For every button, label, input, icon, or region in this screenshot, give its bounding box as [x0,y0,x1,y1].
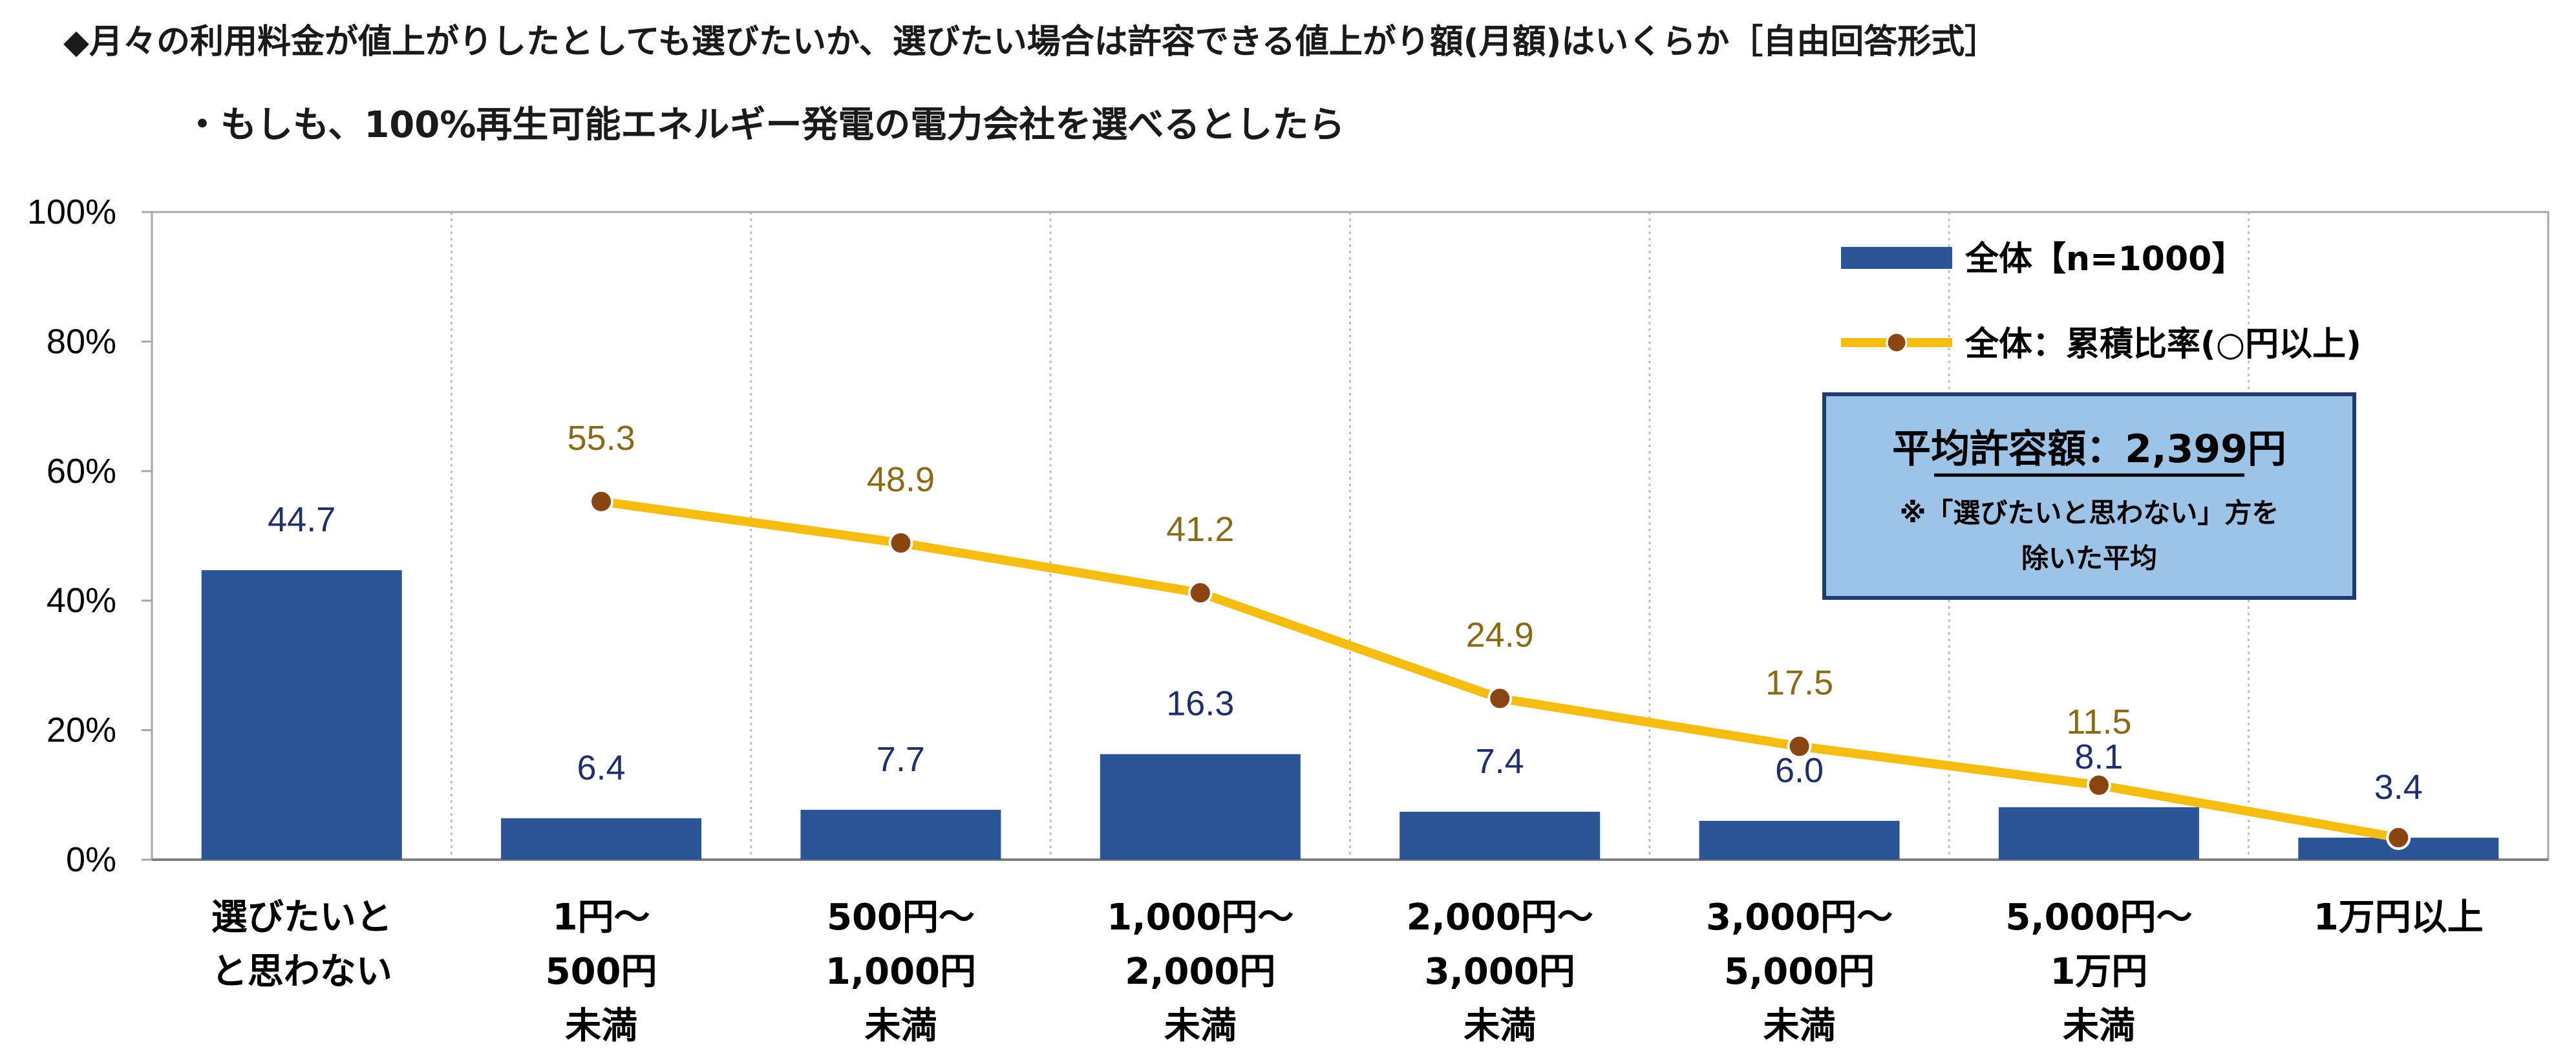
bar-value-label: 7.7 [877,740,925,779]
line-point [1187,580,1213,606]
category-label: 選びたいと [211,897,392,939]
bar-value-label: 3.4 [2374,768,2423,807]
bar-value-label: 16.3 [1166,685,1234,723]
category-labels: 選びたいとと思わない1円～500円未満500円～1,000円未満1,000円～2… [211,897,2484,1047]
category-label: 1万円以上 [2314,897,2484,939]
bar [1998,807,2199,860]
category-label: 未満 [1164,1005,1237,1047]
bar-value-label: 44.7 [268,500,335,539]
line-value-label: 24.9 [1466,616,1534,655]
bar [1699,820,1900,860]
bar-value-label: 6.0 [1775,751,1824,790]
y-tick-label: 0% [66,840,116,879]
category-label: 3,000円～ [1706,897,1893,939]
category-label: 未満 [1763,1005,1836,1047]
bar-value-label: 6.4 [577,748,626,787]
legend: 全体【n=1000】全体：累積比率(○円以上) [1841,240,2361,364]
chart-subheading: ・もしも、100%再生可能エネルギー発電の電力会社を選べるとしたら [184,104,1345,146]
category-label: 2,000円～ [1407,897,1593,939]
average-box [1822,392,2356,600]
line-value-label: 17.5 [1765,664,1833,703]
category-label: 5,000円～ [2005,897,2192,939]
average-note: 除いた平均 [2021,542,2157,574]
category-label: 1円～ [553,897,650,939]
bar-series [201,570,2499,860]
legend-line-marker [1886,332,1908,354]
category-label: 1万円 [2050,951,2147,993]
average-title: 平均許容額：2,399円 [1892,427,2286,472]
legend-line-label: 全体：累積比率(○円以上) [1964,325,2361,364]
line-value-label: 48.9 [867,460,935,499]
bar [501,818,702,860]
category-label: 500円 [546,951,657,993]
y-tick-label: 100% [27,193,116,231]
category-label: 1,000円 [825,951,976,993]
bar [1400,811,1601,860]
bar [1100,754,1301,860]
line-point [2086,772,2111,798]
bar [201,570,402,860]
line-value-label: 11.5 [2066,703,2131,741]
category-label: 3,000円 [1425,951,1575,993]
bar [800,809,1001,860]
line-point [1487,686,1513,711]
line-series [589,489,2411,850]
line-point [2386,825,2411,850]
y-tick-label: 60% [47,452,116,491]
line-value-label: 41.2 [1166,510,1234,549]
chart-heading: ◆月々の利用料金が値上がりしたとしても選びたいか、選びたい場合は許容できる値上が… [63,23,1999,61]
category-label: 2,000円 [1125,951,1275,993]
category-label: 未満 [565,1005,637,1047]
category-label: 500円～ [827,897,975,939]
legend-bar-swatch [1841,247,1952,269]
category-label: 1,000円～ [1107,897,1293,939]
data-labels: 44.7 6.4 7.7 16.3 7.4 6.0 8.1 3.4 55.3 48.9 41.2 24… [268,419,2423,807]
average-note: ※「選びたいと思わない」方を [1900,497,2279,529]
line-value-label: 55.3 [568,419,635,458]
category-label: 未満 [2063,1005,2135,1047]
bar-value-label: 7.4 [1476,742,1524,781]
bar-value-label: 8.1 [2074,738,2123,776]
category-label: 5,000円 [1724,951,1875,993]
y-tick-label: 20% [47,711,116,750]
line-point [589,489,614,514]
category-label: 未満 [864,1005,937,1047]
line-point [888,531,913,556]
legend-bar-label: 全体【n=1000】 [1964,240,2245,279]
category-label: と思わない [211,951,392,993]
y-tick-label: 40% [47,581,116,620]
y-tick-label: 80% [47,322,116,361]
axes: 0% 20% 40% 60% 80% 100% [27,193,2549,879]
category-label: 未満 [1464,1005,1536,1047]
line-point [1787,734,1812,759]
